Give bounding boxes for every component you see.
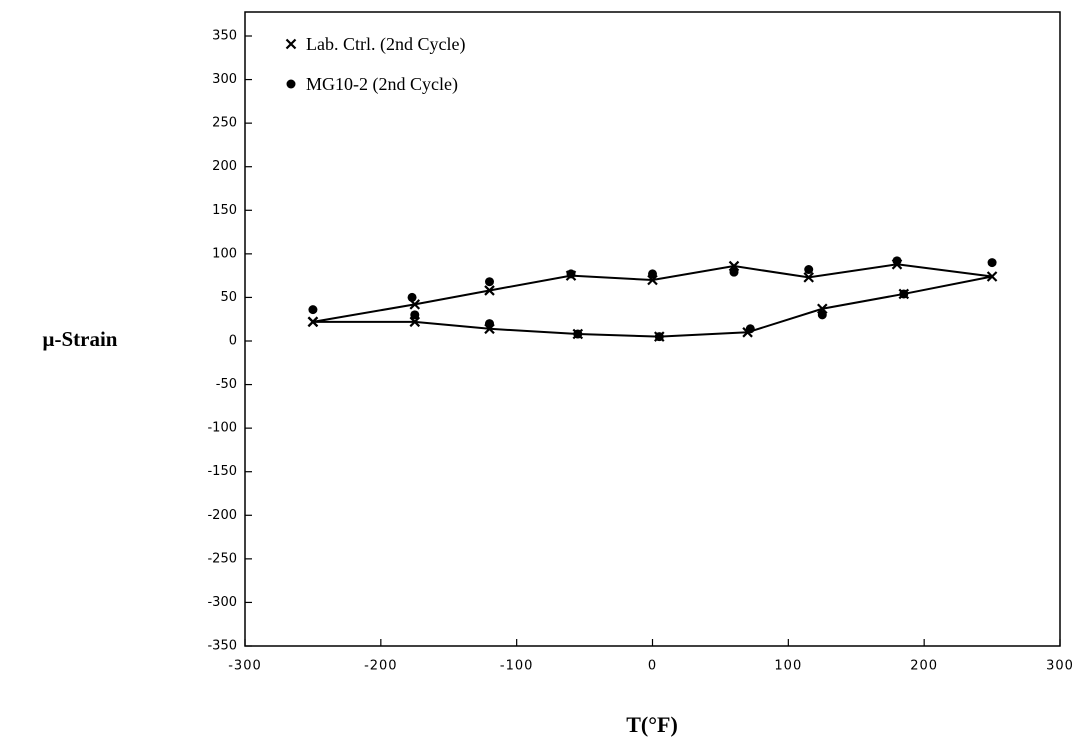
x-tick-label: 100 <box>774 659 802 674</box>
y-tick-label: 200 <box>212 159 237 174</box>
x-tick-label: 0 <box>648 659 657 674</box>
legend-label: MG10-2 (2nd Cycle) <box>306 74 458 95</box>
y-tick-label: -300 <box>207 595 237 610</box>
dot-marker <box>410 310 420 320</box>
x-tick-label: 200 <box>910 659 938 674</box>
x-marker <box>484 285 495 296</box>
x-tick-label: -200 <box>364 659 398 674</box>
dot-marker <box>573 329 583 339</box>
y-tick-label: -150 <box>207 464 237 479</box>
dot-marker <box>804 265 814 275</box>
x-marker <box>986 271 998 282</box>
y-tick-label: -100 <box>207 421 237 436</box>
dot-marker <box>648 269 657 279</box>
y-tick-label: 350 <box>212 29 237 44</box>
dot-marker <box>407 292 417 302</box>
dot-marker <box>892 256 902 266</box>
y-tick-label: 250 <box>212 116 237 131</box>
plot-frame <box>244 11 1061 647</box>
y-tick-label: 50 <box>220 290 237 305</box>
x-tick-label: -300 <box>228 659 262 674</box>
y-axis-label: μ-Strain <box>43 327 118 351</box>
dot-marker <box>987 258 997 268</box>
dot-marker <box>308 305 318 315</box>
x-tick-label: 300 <box>1046 659 1074 674</box>
legend-marker <box>285 38 297 50</box>
dot-marker <box>729 267 739 277</box>
y-tick-label: -50 <box>216 377 237 392</box>
x-marker <box>307 316 319 328</box>
legend-marker <box>286 79 296 89</box>
x-tick-label: -100 <box>500 659 534 674</box>
y-tick-label: 150 <box>212 203 237 218</box>
dot-marker <box>485 319 494 329</box>
dot-marker <box>745 324 755 334</box>
y-tick-label: 100 <box>212 246 237 261</box>
x-marker <box>409 316 421 328</box>
y-tick-label: -200 <box>207 508 237 523</box>
dot-marker <box>899 289 909 299</box>
legend-label: Lab. Ctrl. (2nd Cycle) <box>306 34 465 55</box>
y-tick-label: 300 <box>212 72 237 87</box>
dot-marker <box>817 310 827 320</box>
dot-marker <box>485 277 494 287</box>
y-tick-label: 0 <box>229 334 237 349</box>
dot-marker <box>654 332 664 342</box>
dot-marker <box>566 269 576 279</box>
x-marker <box>803 272 814 283</box>
x-axis-label: T(°F) <box>626 712 678 737</box>
y-tick-label: -250 <box>207 551 237 566</box>
y-tick-label: -350 <box>207 639 237 654</box>
